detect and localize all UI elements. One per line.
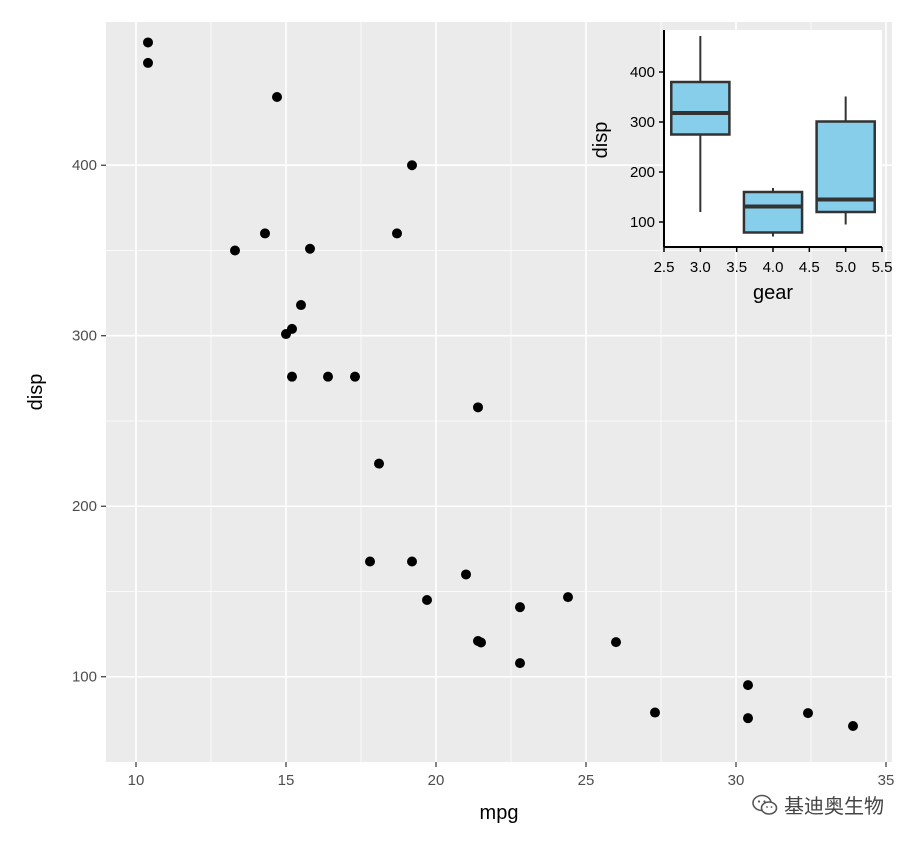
scatter-point xyxy=(473,402,483,413)
box xyxy=(815,120,876,214)
scatter-point xyxy=(563,592,573,603)
inset-boxplot-panel: 2.5 3.0 3.5 4.0 4.5 5.0 5.5 100 200 300 400 xyxy=(630,30,892,276)
scatter-point xyxy=(230,245,240,256)
scatter-point xyxy=(803,708,813,719)
x-tick-label: 20 xyxy=(428,772,445,789)
inset-x-tick-label: 4.5 xyxy=(799,259,820,276)
inset-x-tick-label: 2.5 xyxy=(654,259,675,276)
x-tick-label: 10 xyxy=(128,772,145,789)
scatter-point xyxy=(515,658,525,669)
y-tick-label: 400 xyxy=(72,157,97,174)
inset-x-axis-title: gear xyxy=(753,282,793,304)
inset-x-tick-label: 3.0 xyxy=(690,259,711,276)
scatter-point xyxy=(743,680,753,691)
scatter-point xyxy=(260,228,270,239)
x-tick-label: 15 xyxy=(278,772,295,789)
y-tick-label: 100 xyxy=(72,669,97,686)
scatter-point xyxy=(305,243,315,254)
y-tick-label: 300 xyxy=(72,328,97,345)
scatter-point xyxy=(407,556,417,567)
inset-x-tick-label: 4.0 xyxy=(763,259,784,276)
scatter-point xyxy=(848,721,858,732)
box xyxy=(670,80,731,136)
scatter-point xyxy=(422,595,432,606)
scatter-point xyxy=(350,371,360,382)
scatter-point xyxy=(323,371,333,382)
y-tick-label: 200 xyxy=(72,498,97,515)
scatter-point xyxy=(143,37,153,48)
inset-y-tick-label: 300 xyxy=(630,114,655,131)
inset-y-tick-label: 100 xyxy=(630,214,655,231)
y-axis-title: disp xyxy=(25,374,47,411)
scatter-point xyxy=(392,228,402,239)
scatter-point xyxy=(374,458,384,469)
scatter-point xyxy=(650,707,660,718)
watermark: 基迪奥生物 xyxy=(752,790,884,819)
inset-y-axis-title: disp xyxy=(590,122,612,159)
inset-x-tick-label: 5.5 xyxy=(872,259,893,276)
x-tick-label: 35 xyxy=(878,772,895,789)
scatter-point xyxy=(743,713,753,724)
scatter-point xyxy=(296,300,306,311)
x-tick-label: 30 xyxy=(728,772,745,789)
scatter-point xyxy=(461,569,471,580)
scatter-point xyxy=(407,160,417,171)
scatter-point xyxy=(365,556,375,567)
scatter-point xyxy=(476,637,486,648)
box xyxy=(742,190,804,234)
inset-y-tick-label: 200 xyxy=(630,164,655,181)
scatter-point xyxy=(287,371,297,382)
wechat-icon xyxy=(752,794,778,815)
main-axes: 10 15 20 25 30 35 100 200 300 400 xyxy=(72,157,894,789)
x-axis-title: mpg xyxy=(480,802,519,824)
inset-y-tick-label: 400 xyxy=(630,64,655,81)
inset-x-tick-label: 5.0 xyxy=(835,259,856,276)
inset-x-tick-label: 3.5 xyxy=(726,259,747,276)
scatter-point xyxy=(281,329,291,340)
scatter-point xyxy=(515,602,525,613)
scatter-point xyxy=(143,57,153,68)
scatter-point xyxy=(272,92,282,103)
scatter-point xyxy=(611,637,621,648)
x-tick-label: 25 xyxy=(578,772,595,789)
watermark-text: 基迪奥生物 xyxy=(784,794,884,818)
